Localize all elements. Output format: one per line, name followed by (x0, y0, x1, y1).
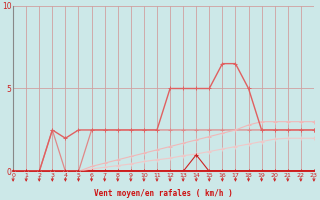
X-axis label: Vent moyen/en rafales ( km/h ): Vent moyen/en rafales ( km/h ) (94, 189, 233, 198)
